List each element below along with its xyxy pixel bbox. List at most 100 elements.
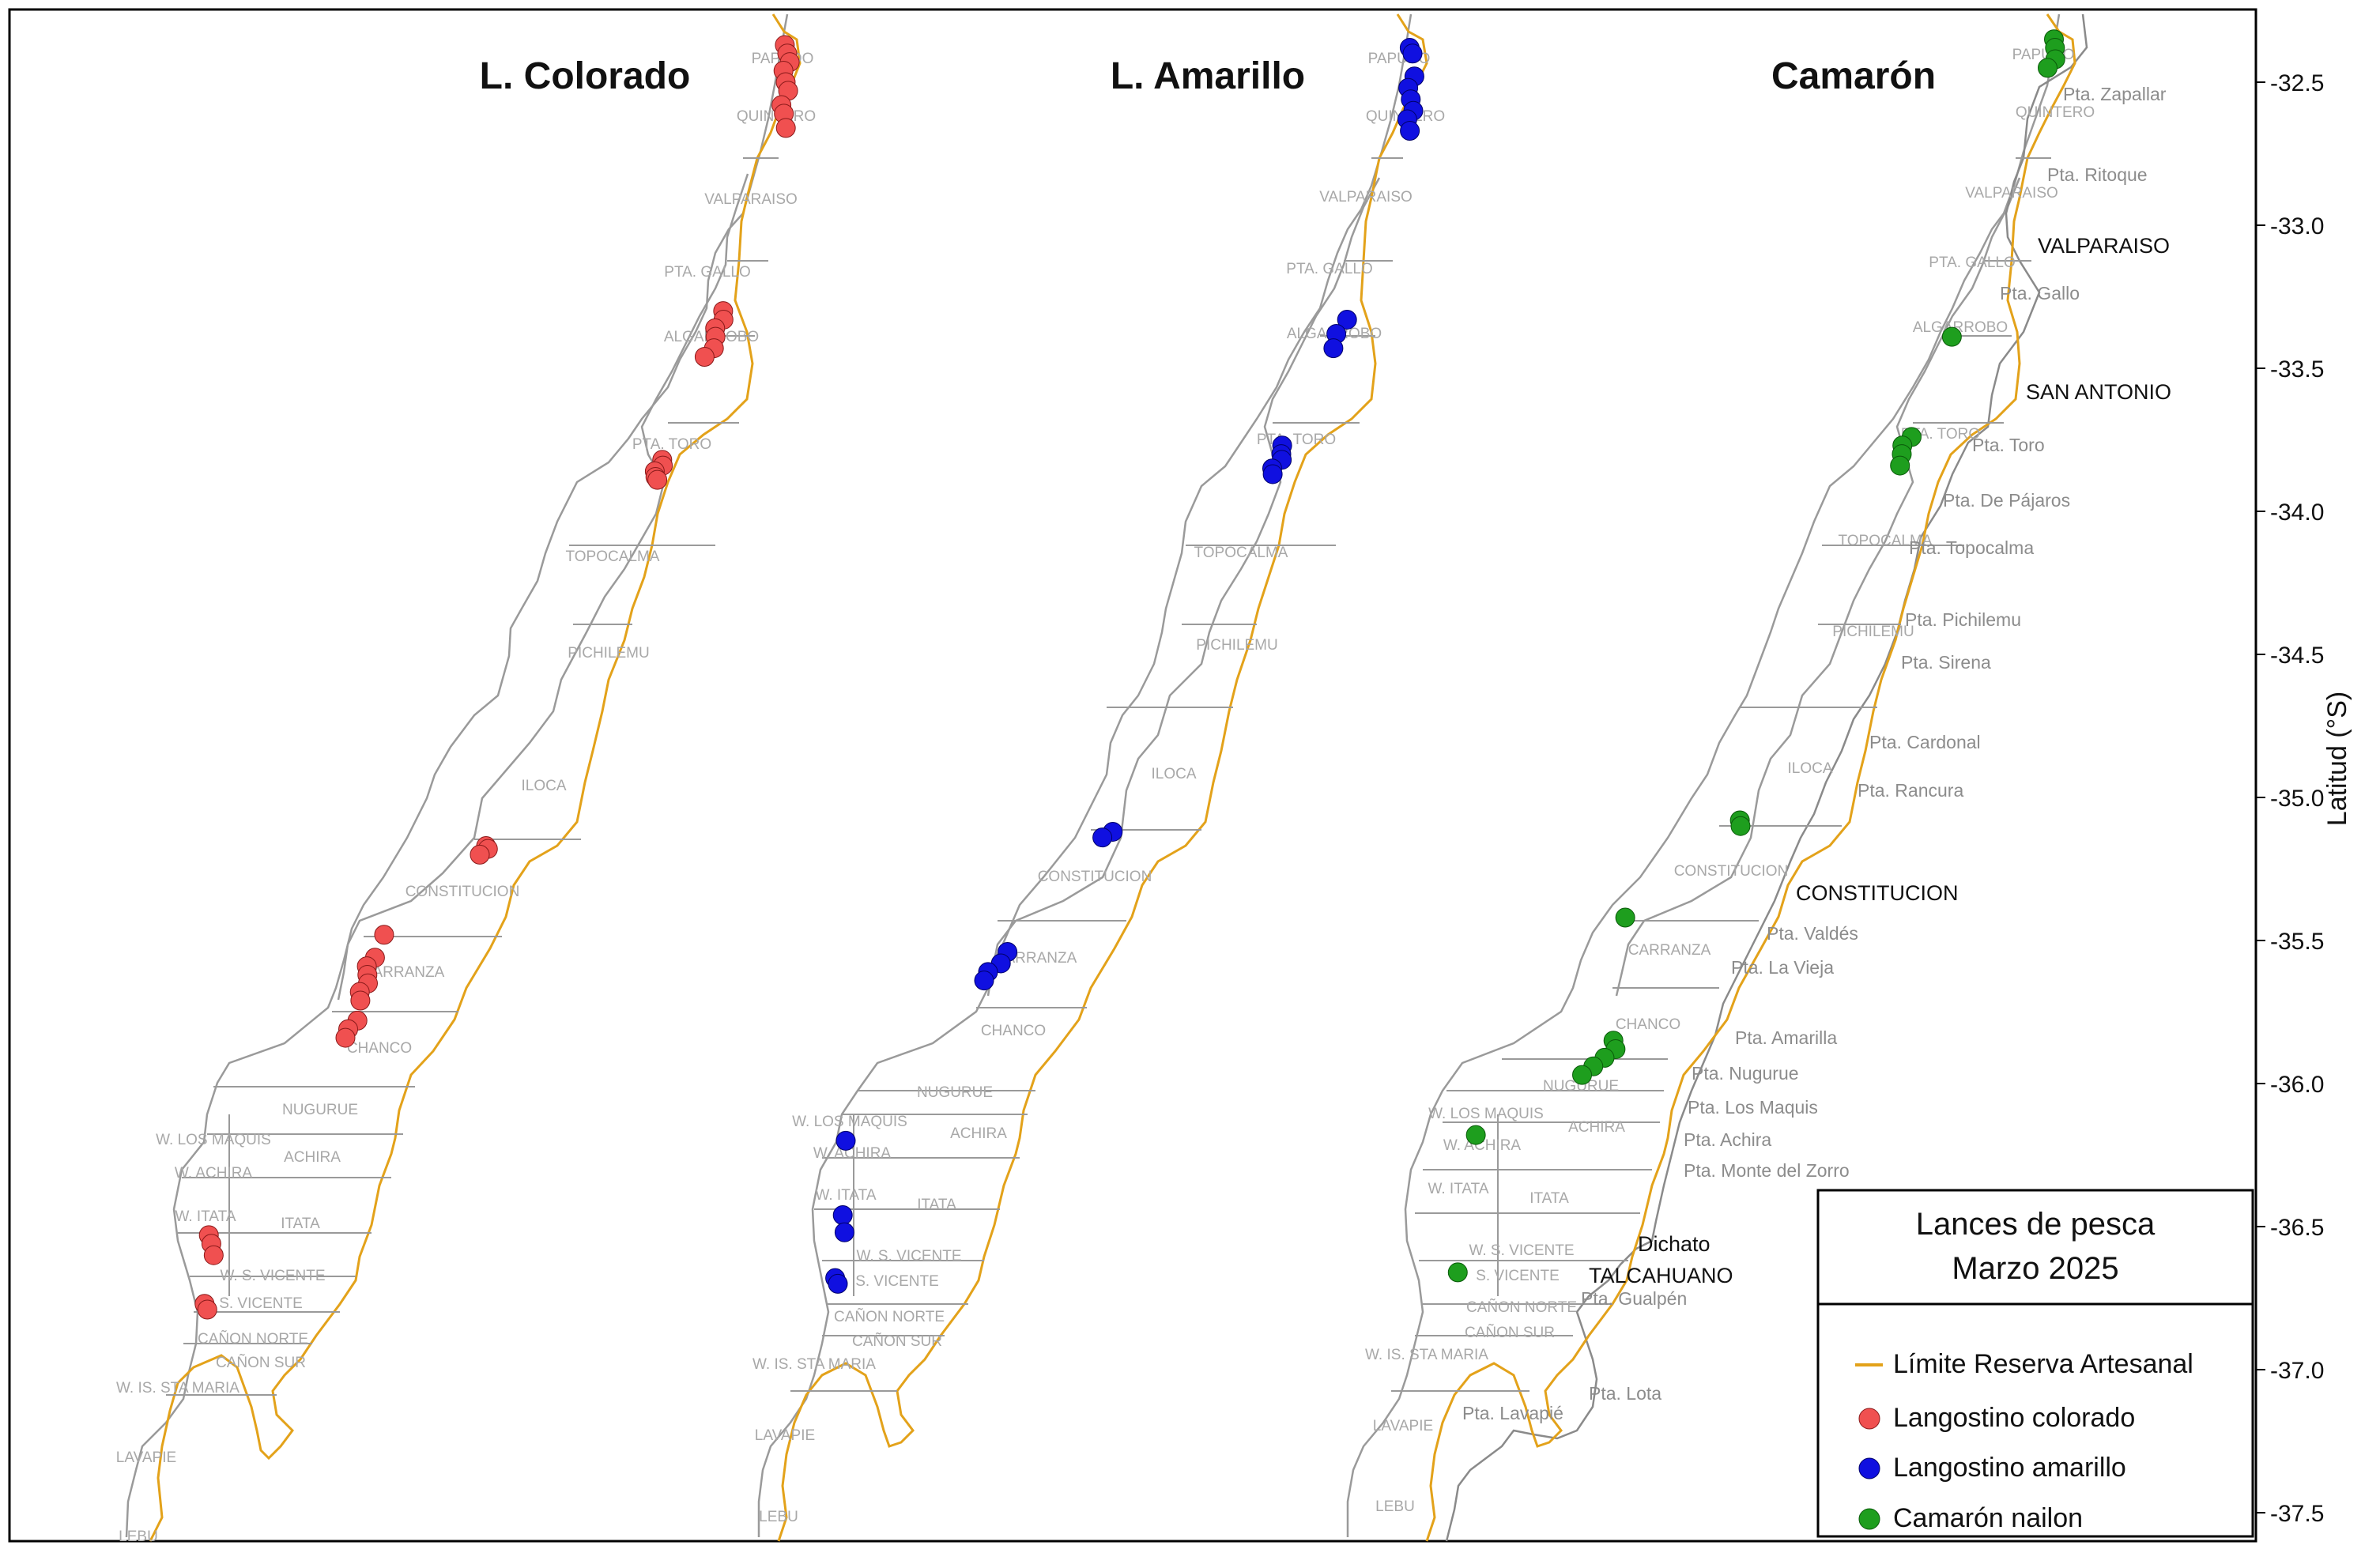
latitude-tick-label: -33.5 bbox=[2270, 356, 2324, 383]
zone-label: CAÑON SUR bbox=[852, 1332, 942, 1350]
fishing-set-point bbox=[647, 469, 668, 490]
place-label: Pta. La Vieja bbox=[1731, 957, 1834, 978]
place-label: Pta. Ritoque bbox=[2047, 164, 2148, 185]
latitude-tick-label: -34.0 bbox=[2270, 499, 2324, 526]
fishing-set-point bbox=[335, 1027, 356, 1048]
zone-label: VALPARAISO bbox=[704, 191, 798, 208]
fishing-set-point bbox=[1400, 121, 1420, 141]
zone-label: CAÑON NORTE bbox=[198, 1330, 308, 1348]
reserve-limit-line bbox=[1425, 13, 2076, 1542]
zone-label: PTA. TORO bbox=[1257, 432, 1336, 448]
latitude-tick-label: -33.0 bbox=[2270, 213, 2324, 239]
place-label: Pta. Valdés bbox=[1767, 923, 1858, 944]
zone-labels: PAPUDO QUINTERO VALPARAISO PTA. GALLO AL… bbox=[752, 51, 1445, 1525]
fishing-set-point bbox=[775, 118, 796, 138]
zone-label: ILOCA bbox=[521, 778, 566, 794]
zone-label: CARRANZA bbox=[362, 964, 445, 981]
zone-label: PICHILEMU bbox=[1832, 624, 1914, 640]
zone-label: W. LOS MAQUIS bbox=[156, 1132, 271, 1148]
legend-item-label: Límite Reserva Artesanal bbox=[1893, 1349, 2193, 1379]
zone-label: W. IS. STA MARIA bbox=[752, 1356, 876, 1373]
zone-label: W. LOS MAQUIS bbox=[1428, 1106, 1544, 1122]
city-labels: VALPARAISO SAN ANTONIO CONSTITUCION Dich… bbox=[1589, 234, 2171, 1287]
fishing-set-point bbox=[1092, 827, 1113, 848]
latitude-tick-label: -37.5 bbox=[2270, 1501, 2324, 1527]
fishing-set-point bbox=[197, 1299, 217, 1320]
zone-label: LAVAPIE bbox=[1373, 1418, 1433, 1434]
zone-label: NUGURUE bbox=[917, 1084, 993, 1101]
fishing-sets-camaron bbox=[1447, 29, 2065, 1283]
place-label: Pta. Cardonal bbox=[1869, 732, 1981, 752]
place-label: Pta. Monte del Zorro bbox=[1684, 1160, 1850, 1181]
legend-dot-green bbox=[1858, 1508, 1880, 1530]
zone-label: TOPOCALMA bbox=[1194, 545, 1288, 561]
zone-label: VALPARAISO bbox=[1965, 185, 2058, 202]
zone-label: ACHIRA bbox=[284, 1149, 341, 1166]
zone-label: S. VICENTE bbox=[855, 1273, 939, 1290]
panel-camaron: PAPUDO QUINTERO VALPARAISO PTA. GALLO AL… bbox=[1346, 13, 2171, 1542]
coastline bbox=[757, 13, 1413, 1537]
legend: Lances de pesca Marzo 2025 Límite Reserv… bbox=[1816, 1189, 2254, 1538]
zone-label: W. S. VICENTE bbox=[1469, 1242, 1574, 1259]
latitude-tick-label: -32.5 bbox=[2270, 70, 2324, 96]
place-label: Pta. Sirena bbox=[1901, 652, 1991, 673]
fishing-set-point bbox=[1447, 1262, 1468, 1283]
zone-label: PTA. GALLO bbox=[1929, 254, 2015, 271]
legend-subtitle: Marzo 2025 bbox=[1952, 1251, 2118, 1286]
coast-place-labels: Pta. Zapallar Pta. Ritoque Pta. Gallo Pt… bbox=[1462, 84, 2167, 1423]
zone-label: CONSTITUCION bbox=[1674, 863, 1789, 880]
zone-label: ITATA bbox=[281, 1216, 320, 1232]
panel-title: Camarón bbox=[1771, 55, 1936, 97]
latitude-tick-label: -36.5 bbox=[2270, 1215, 2324, 1241]
latitude-tick-label: -37.0 bbox=[2270, 1358, 2324, 1384]
fishing-set-point bbox=[828, 1273, 848, 1294]
place-label: Pta. Pichilemu bbox=[1905, 609, 2021, 630]
zone-label: ILOCA bbox=[1787, 760, 1832, 777]
fishing-set-point bbox=[1941, 326, 1962, 347]
inner-boundary bbox=[1615, 177, 2021, 997]
axis-label: Latitud (°S) bbox=[2322, 692, 2352, 826]
zone-label: W. ITATA bbox=[815, 1187, 876, 1204]
legend-item-label: Langostino colorado bbox=[1893, 1403, 2135, 1433]
zone-label: PTA. TORO bbox=[632, 436, 711, 453]
fishing-set-point bbox=[374, 925, 394, 945]
legend-dot-blue bbox=[1858, 1457, 1880, 1479]
fishing-set-point bbox=[1262, 464, 1283, 484]
zone-label: PTA. GALLO bbox=[664, 264, 750, 281]
legend-item-label: Camarón nailon bbox=[1893, 1503, 2083, 1533]
fishing-set-point bbox=[1402, 43, 1423, 64]
fishing-set-point bbox=[350, 990, 371, 1011]
place-label: Pta. Toro bbox=[1972, 435, 2045, 455]
legend-item-label: Langostino amarillo bbox=[1893, 1453, 2126, 1483]
zone-labels: PAPUDO QUINTERO VALPARAISO PTA. GALLO AL… bbox=[1365, 47, 2095, 1515]
inner-boundary bbox=[337, 173, 749, 1001]
zone-label: ACHIRA bbox=[1568, 1119, 1625, 1136]
place-label: Pta. De Pájaros bbox=[1943, 490, 2070, 511]
fishing-set-point bbox=[2038, 58, 2058, 78]
coastline-outer bbox=[1445, 13, 2088, 1542]
zone-label: ACHIRA bbox=[950, 1125, 1007, 1142]
place-label: Pta. Topocalma bbox=[1909, 537, 2034, 558]
zone-label: CONSTITUCION bbox=[1038, 869, 1152, 885]
panel-amarillo: PAPUDO QUINTERO VALPARAISO PTA. GALLO AL… bbox=[752, 13, 1445, 1542]
city-label: SAN ANTONIO bbox=[2026, 380, 2171, 404]
zone-label: PICHILEMU bbox=[1196, 637, 1277, 654]
zone-label: LAVAPIE bbox=[755, 1427, 815, 1444]
reserve-limit-line bbox=[149, 13, 802, 1542]
zone-label: ILOCA bbox=[1151, 766, 1196, 782]
latitude-tick-label: -34.5 bbox=[2270, 643, 2324, 669]
zone-label: CAÑON NORTE bbox=[834, 1308, 945, 1325]
place-label: Pta. Lavapié bbox=[1462, 1403, 1563, 1423]
panel-title: L. Amarillo bbox=[1111, 55, 1305, 97]
fishing-set-point bbox=[1615, 907, 1635, 928]
legend-dot-red bbox=[1858, 1408, 1880, 1430]
fishing-set-point bbox=[1465, 1125, 1486, 1145]
fishing-set-point bbox=[1572, 1065, 1593, 1085]
zone-label: LAVAPIE bbox=[116, 1449, 176, 1466]
zone-label: ITATA bbox=[1529, 1190, 1569, 1207]
zone-label: CAÑON SUR bbox=[1465, 1324, 1555, 1341]
place-label: Pta. Los Maquis bbox=[1688, 1097, 1818, 1118]
place-label: Pta. Rancura bbox=[1858, 780, 1963, 801]
fishing-sets-colorado bbox=[194, 35, 800, 1320]
